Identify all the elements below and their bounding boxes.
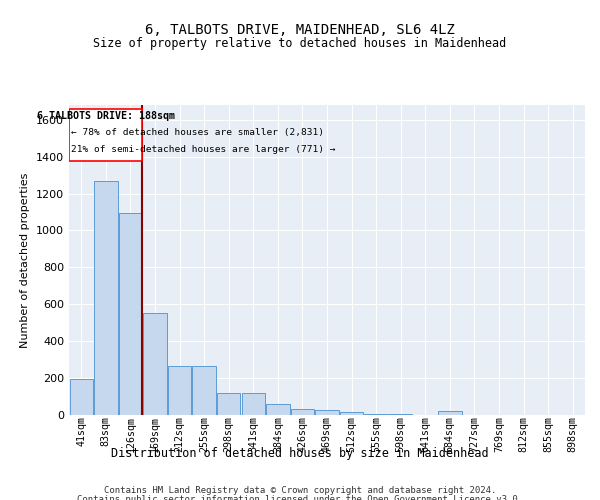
Bar <box>266 404 290 415</box>
Bar <box>94 180 118 415</box>
Text: Size of property relative to detached houses in Maidenhead: Size of property relative to detached ho… <box>94 38 506 51</box>
Bar <box>291 408 314 415</box>
Text: Contains HM Land Registry data © Crown copyright and database right 2024.: Contains HM Land Registry data © Crown c… <box>104 486 496 495</box>
Bar <box>364 414 388 415</box>
Bar <box>70 379 93 415</box>
Bar <box>389 414 412 415</box>
Y-axis label: Number of detached properties: Number of detached properties <box>20 172 31 348</box>
Bar <box>119 213 142 415</box>
Bar <box>193 366 216 415</box>
Bar <box>143 312 167 415</box>
Bar <box>438 412 461 415</box>
Bar <box>217 393 241 415</box>
Text: 6 TALBOTS DRIVE: 188sqm: 6 TALBOTS DRIVE: 188sqm <box>37 112 175 122</box>
Text: 6, TALBOTS DRIVE, MAIDENHEAD, SL6 4LZ: 6, TALBOTS DRIVE, MAIDENHEAD, SL6 4LZ <box>145 22 455 36</box>
Text: Contains public sector information licensed under the Open Government Licence v3: Contains public sector information licen… <box>77 495 523 500</box>
Bar <box>242 393 265 415</box>
Bar <box>69 108 142 162</box>
Text: 21% of semi-detached houses are larger (771) →: 21% of semi-detached houses are larger (… <box>71 144 335 154</box>
Bar <box>168 366 191 415</box>
Text: ← 78% of detached houses are smaller (2,831): ← 78% of detached houses are smaller (2,… <box>71 128 324 137</box>
Bar <box>340 412 363 415</box>
Text: Distribution of detached houses by size in Maidenhead: Distribution of detached houses by size … <box>111 448 489 460</box>
Bar <box>316 410 338 415</box>
